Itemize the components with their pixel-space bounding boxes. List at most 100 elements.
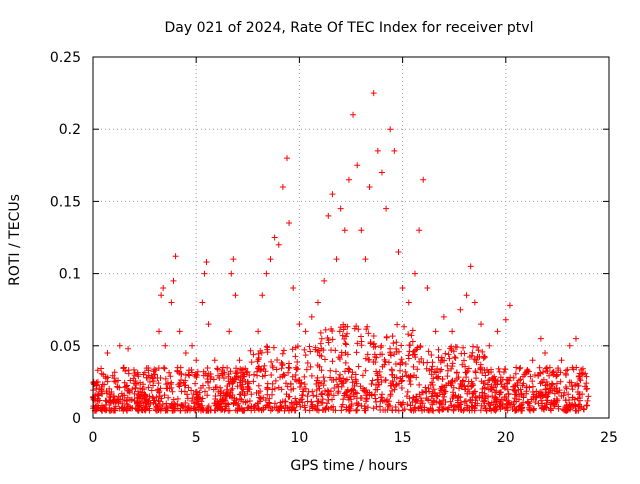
data-point bbox=[362, 407, 369, 414]
y-tick-label: 0 bbox=[72, 411, 81, 427]
data-point bbox=[265, 399, 272, 406]
data-point bbox=[438, 354, 445, 361]
data-point bbox=[564, 366, 571, 373]
data-point bbox=[267, 407, 274, 414]
data-point bbox=[299, 388, 306, 395]
data-point bbox=[262, 397, 269, 404]
data-point bbox=[575, 383, 582, 390]
data-point bbox=[155, 380, 162, 387]
data-point bbox=[114, 383, 121, 390]
data-point bbox=[360, 387, 367, 394]
data-point bbox=[529, 378, 536, 385]
data-point bbox=[389, 333, 396, 340]
data-point bbox=[161, 365, 168, 372]
data-point bbox=[289, 373, 296, 380]
data-point bbox=[331, 384, 338, 391]
data-point bbox=[432, 328, 439, 335]
data-point bbox=[132, 384, 139, 391]
data-point bbox=[344, 330, 351, 337]
data-point bbox=[491, 373, 498, 380]
data-point bbox=[208, 373, 215, 380]
data-point bbox=[182, 400, 189, 407]
data-point bbox=[239, 388, 246, 395]
data-point bbox=[428, 352, 435, 359]
data-point bbox=[262, 404, 269, 411]
data-point bbox=[521, 371, 528, 378]
data-point bbox=[241, 371, 248, 378]
data-point bbox=[115, 399, 122, 406]
data-point bbox=[442, 399, 449, 406]
data-point bbox=[150, 368, 157, 375]
data-point bbox=[353, 323, 360, 330]
data-point bbox=[306, 343, 313, 350]
data-point bbox=[353, 349, 360, 356]
data-point bbox=[403, 372, 410, 379]
data-point bbox=[471, 299, 478, 306]
data-point bbox=[515, 406, 522, 413]
data-point bbox=[284, 155, 291, 162]
data-point bbox=[278, 386, 285, 393]
x-tick-label: 15 bbox=[394, 430, 412, 446]
data-point bbox=[416, 381, 423, 388]
data-point bbox=[234, 407, 241, 414]
tick-layer: 0 5 10 15 20 25 0 0.05 0.1 0.15 0.2 0.25 bbox=[50, 50, 618, 446]
data-point bbox=[402, 368, 409, 375]
data-point bbox=[125, 367, 132, 374]
data-point bbox=[210, 386, 217, 393]
data-point bbox=[463, 402, 470, 409]
data-point bbox=[337, 205, 344, 212]
data-point bbox=[312, 405, 319, 412]
data-point bbox=[373, 403, 380, 410]
data-point bbox=[328, 326, 335, 333]
x-tick-label: 20 bbox=[497, 430, 515, 446]
data-point bbox=[323, 404, 330, 411]
data-point bbox=[418, 355, 425, 362]
data-point bbox=[469, 382, 476, 389]
data-point bbox=[483, 407, 490, 414]
data-point bbox=[308, 313, 315, 320]
data-point bbox=[203, 259, 210, 266]
data-point bbox=[548, 380, 555, 387]
data-point bbox=[471, 402, 478, 409]
data-point bbox=[268, 358, 275, 365]
data-point bbox=[258, 407, 265, 414]
data-point bbox=[340, 396, 347, 403]
data-point bbox=[544, 381, 551, 388]
data-point bbox=[437, 385, 444, 392]
data-point bbox=[158, 405, 165, 412]
data-point bbox=[369, 377, 376, 384]
data-point bbox=[330, 403, 337, 410]
data-point bbox=[393, 374, 400, 381]
data-point bbox=[220, 364, 227, 371]
data-point bbox=[318, 367, 325, 374]
data-point bbox=[301, 346, 308, 353]
data-point bbox=[435, 346, 442, 353]
data-point bbox=[215, 372, 222, 379]
data-point bbox=[169, 400, 176, 407]
data-point bbox=[366, 183, 373, 190]
data-point bbox=[131, 372, 138, 379]
data-point bbox=[180, 379, 187, 386]
data-point bbox=[494, 328, 501, 335]
data-point bbox=[203, 407, 210, 414]
data-point bbox=[374, 386, 381, 393]
data-point bbox=[327, 367, 334, 374]
data-point bbox=[536, 364, 543, 371]
data-point bbox=[301, 402, 308, 409]
data-point bbox=[324, 392, 331, 399]
data-point bbox=[104, 350, 111, 357]
data-point bbox=[211, 357, 218, 364]
data-point bbox=[159, 401, 166, 408]
data-point bbox=[193, 357, 200, 364]
data-point bbox=[417, 395, 424, 402]
data-point bbox=[244, 388, 251, 395]
data-point bbox=[513, 364, 520, 371]
data-point bbox=[123, 383, 130, 390]
data-point bbox=[157, 385, 164, 392]
data-point bbox=[324, 400, 331, 407]
data-point bbox=[230, 400, 237, 407]
data-point bbox=[247, 347, 254, 354]
data-point bbox=[313, 387, 320, 394]
data-point bbox=[358, 338, 365, 345]
data-point bbox=[161, 392, 168, 399]
